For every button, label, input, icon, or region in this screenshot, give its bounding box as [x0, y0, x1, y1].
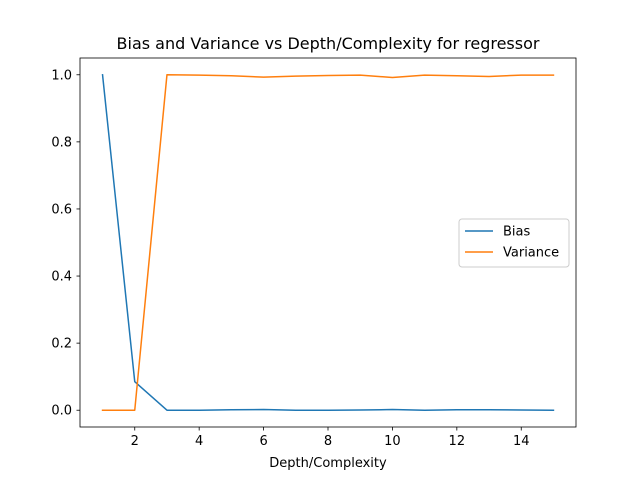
x-tick-label: 6: [259, 434, 267, 449]
y-tick-label: 0.4: [51, 270, 72, 285]
chart-title: Bias and Variance vs Depth/Complexity fo…: [117, 34, 540, 53]
series-line-bias: [101, 73, 555, 411]
x-tick-label: 4: [195, 434, 203, 449]
y-tick-label: 1.0: [51, 68, 72, 83]
y-tick-label: 0.6: [51, 202, 72, 217]
x-tick-label: 10: [384, 434, 401, 449]
x-axis-label: Depth/Complexity: [269, 456, 387, 471]
x-tick-label: 8: [324, 434, 332, 449]
y-tick-label: 0.2: [51, 337, 72, 352]
series-line-variance: [101, 74, 555, 411]
plot-area: 2 4 6 8 10 12 14 0.0 0.2 0.4 0.6 0.8 1.0: [51, 57, 577, 449]
legend-label-bias: Bias: [503, 225, 530, 240]
x-tick-label: 14: [513, 434, 530, 449]
legend: Bias Variance: [458, 218, 570, 268]
y-tick-label: 0.8: [51, 135, 72, 150]
y-tick-label: 0.0: [51, 404, 72, 419]
x-tick-label: 12: [449, 434, 466, 449]
legend-label-variance: Variance: [503, 246, 559, 261]
x-tick-label: 2: [131, 434, 139, 449]
